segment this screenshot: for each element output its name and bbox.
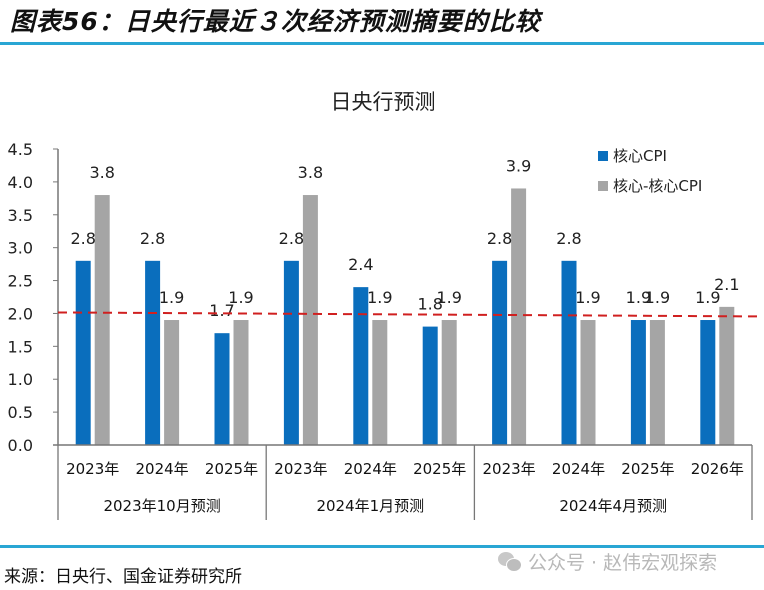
data-label: 2.8 — [140, 229, 165, 248]
bar-core-core-cpi — [441, 320, 457, 445]
bar-core-core-cpi — [233, 320, 249, 445]
bar-core-cpi — [492, 260, 508, 445]
y-axis: 0.0 0.5 1.0 1.5 2.0 2.5 3.0 3.5 4.0 4.5 — [8, 140, 59, 455]
data-label: 1.9 — [645, 288, 670, 307]
bottom-divider — [0, 545, 764, 548]
watermark-text: 公众号 · 赵伟宏观探索 — [528, 552, 718, 574]
data-label: 3.9 — [506, 156, 531, 175]
data-label: 2.8 — [487, 229, 512, 248]
data-label: 2.8 — [556, 229, 581, 248]
bar-core-core-cpi — [511, 188, 527, 445]
bar-core-cpi — [700, 320, 716, 445]
legend-swatch-core-cpi — [598, 151, 608, 161]
data-label: 2.8 — [70, 229, 95, 248]
y-tick-label: 1.0 — [8, 370, 33, 389]
target-2pct-line — [57, 311, 763, 318]
figure-title: 图表56：日央行最近３次经济预测摘要的比较 — [10, 7, 541, 36]
y-tick-label: 0.0 — [8, 436, 33, 455]
data-label: 1.9 — [695, 288, 720, 307]
x-category-label: 2023年 — [274, 460, 327, 478]
bar-chart: 日央行预测 0.0 0.5 1.0 1.5 2.0 2.5 3.0 3.5 4.0 4.5 2.8… — [8, 90, 763, 520]
y-tick-label: 4.5 — [8, 140, 33, 159]
data-label: 1.9 — [159, 288, 184, 307]
x-group-label: 2024年1月预测 — [316, 497, 424, 515]
bar-core-core-cpi — [302, 195, 318, 445]
y-tick-label: 3.5 — [8, 206, 33, 225]
x-group-label: 2023年10月预测 — [103, 497, 220, 515]
y-tick-label: 2.0 — [8, 304, 33, 323]
bar-core-cpi — [353, 287, 369, 445]
bar-core-core-cpi — [580, 320, 596, 445]
x-group-label: 2024年4月预测 — [559, 497, 667, 515]
x-category-label: 2025年 — [205, 460, 258, 478]
chart-title: 日央行预测 — [331, 90, 436, 114]
bar-core-cpi — [561, 260, 577, 445]
data-label: 1.7 — [209, 301, 234, 320]
legend-label-core-core-cpi: 核心-核心CPI — [613, 177, 702, 195]
data-label: 1.9 — [436, 288, 461, 307]
y-tick-label: 4.0 — [8, 173, 33, 192]
data-label: 1.9 — [575, 288, 600, 307]
source-note: 来源：日央行、国金证券研究所 — [4, 567, 242, 587]
legend-swatch-core-core-cpi — [598, 181, 608, 191]
x-category-label: 2026年 — [691, 460, 744, 478]
x-category-label: 2023年 — [66, 460, 119, 478]
data-label: 2.8 — [279, 229, 304, 248]
data-label: 1.9 — [228, 288, 253, 307]
watermark: 公众号 · 赵伟宏观探索 — [498, 548, 717, 575]
bar-core-cpi — [214, 333, 230, 445]
data-label: 3.8 — [89, 163, 114, 182]
bar-core-cpi — [283, 260, 299, 445]
x-category-label: 2024年 — [552, 460, 605, 478]
top-divider — [0, 42, 764, 45]
x-category-label: 2023年 — [483, 460, 536, 478]
x-category-label: 2025年 — [621, 460, 674, 478]
bars — [75, 188, 735, 445]
data-label: 2.4 — [348, 255, 373, 274]
bar-core-cpi — [145, 260, 161, 445]
data-label: 2.1 — [714, 275, 739, 294]
data-label: 1.9 — [367, 288, 392, 307]
y-tick-label: 1.5 — [8, 337, 33, 356]
x-category-label: 2024年 — [344, 460, 397, 478]
bar-core-core-cpi — [164, 320, 180, 445]
legend-label-core-cpi: 核心CPI — [613, 147, 667, 165]
wechat-icon — [498, 551, 522, 572]
y-tick-label: 2.5 — [8, 272, 33, 291]
legend: 核心CPI 核心-核心CPI — [598, 147, 702, 195]
bar-core-core-cpi — [94, 195, 110, 445]
x-category-label: 2024年 — [136, 460, 189, 478]
data-label: 3.8 — [298, 163, 323, 182]
bar-core-core-cpi — [372, 320, 388, 445]
bar-labels: 2.8 2.81.72.82.41.82.8 2.81.9 1.93.81.9 1.93… — [70, 156, 739, 320]
x-category-label: 2025年 — [413, 460, 466, 478]
bar-core-cpi — [75, 260, 91, 445]
x-axis: 2023年 2024年 2025年 2023年 2024年 2025年 2023年 2024年… — [53, 444, 753, 520]
data-label: 1.8 — [417, 295, 442, 314]
bar-core-cpi — [422, 326, 438, 445]
data-label: 1.9 — [626, 288, 651, 307]
y-tick-label: 3.0 — [8, 239, 33, 258]
bar-core-cpi — [630, 320, 646, 445]
bar-core-core-cpi — [719, 306, 735, 445]
bar-core-core-cpi — [649, 320, 665, 445]
y-tick-label: 0.5 — [8, 403, 33, 422]
